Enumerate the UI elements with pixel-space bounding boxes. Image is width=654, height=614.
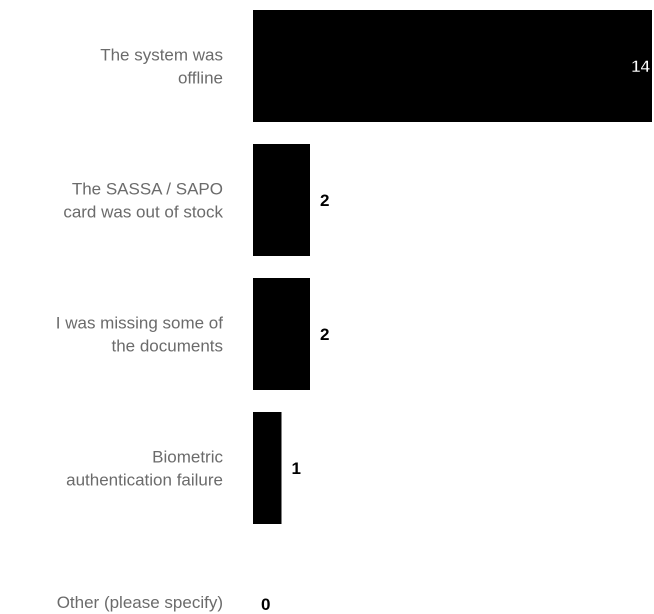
- bars: [253, 10, 652, 524]
- category-label: Biometric authentication failure: [66, 448, 223, 490]
- bar: [253, 278, 310, 390]
- bar: [253, 10, 652, 122]
- value-label: 2: [320, 191, 329, 210]
- value-label: 1: [292, 459, 301, 478]
- value-label: 0: [261, 595, 270, 614]
- category-label: I was missing some of the documents: [56, 314, 223, 356]
- bar: [253, 412, 282, 524]
- category-label: The SASSA / SAPO card was out of stock: [63, 180, 223, 222]
- value-label: 2: [320, 325, 329, 344]
- category-label: Other (please specify): [57, 593, 223, 612]
- category-label: The system was offline: [100, 46, 223, 88]
- value-labels: 14 2 2 1 0: [261, 57, 651, 614]
- value-label: 14: [631, 57, 650, 76]
- bar: [253, 144, 310, 256]
- category-labels: The system was offline The SASSA / SAPO car…: [56, 46, 224, 613]
